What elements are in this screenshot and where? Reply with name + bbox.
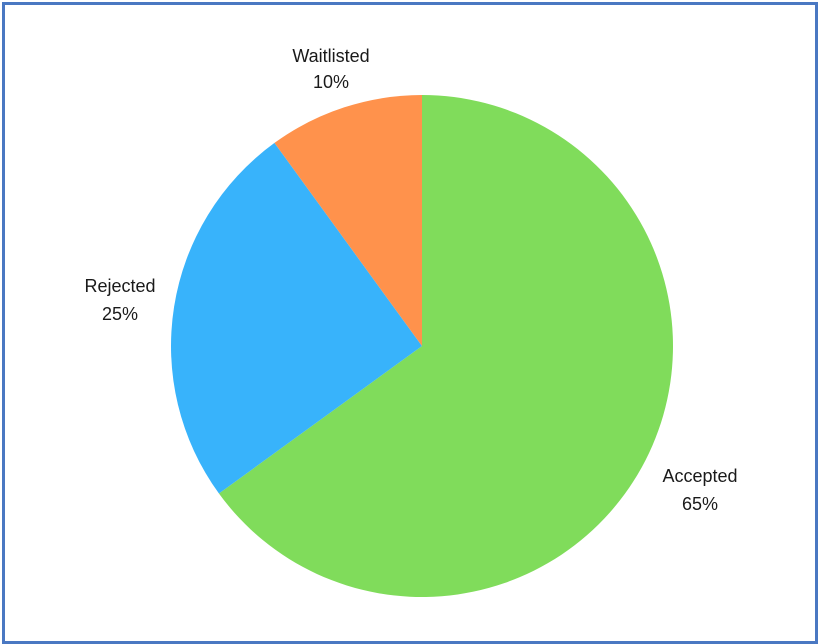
pie-slice-rejected <box>171 142 422 494</box>
pie-slice-waitlisted <box>274 95 422 346</box>
slice-label-rejected: Rejected <box>84 276 155 296</box>
slice-label-accepted: Accepted <box>662 466 737 486</box>
slice-value-waitlisted: 10% <box>313 72 349 92</box>
slice-value-rejected: 25% <box>102 304 138 324</box>
slice-value-accepted: 65% <box>682 494 718 514</box>
pie-slice-accepted <box>218 95 673 597</box>
slice-label-waitlisted: Waitlisted <box>292 46 369 66</box>
